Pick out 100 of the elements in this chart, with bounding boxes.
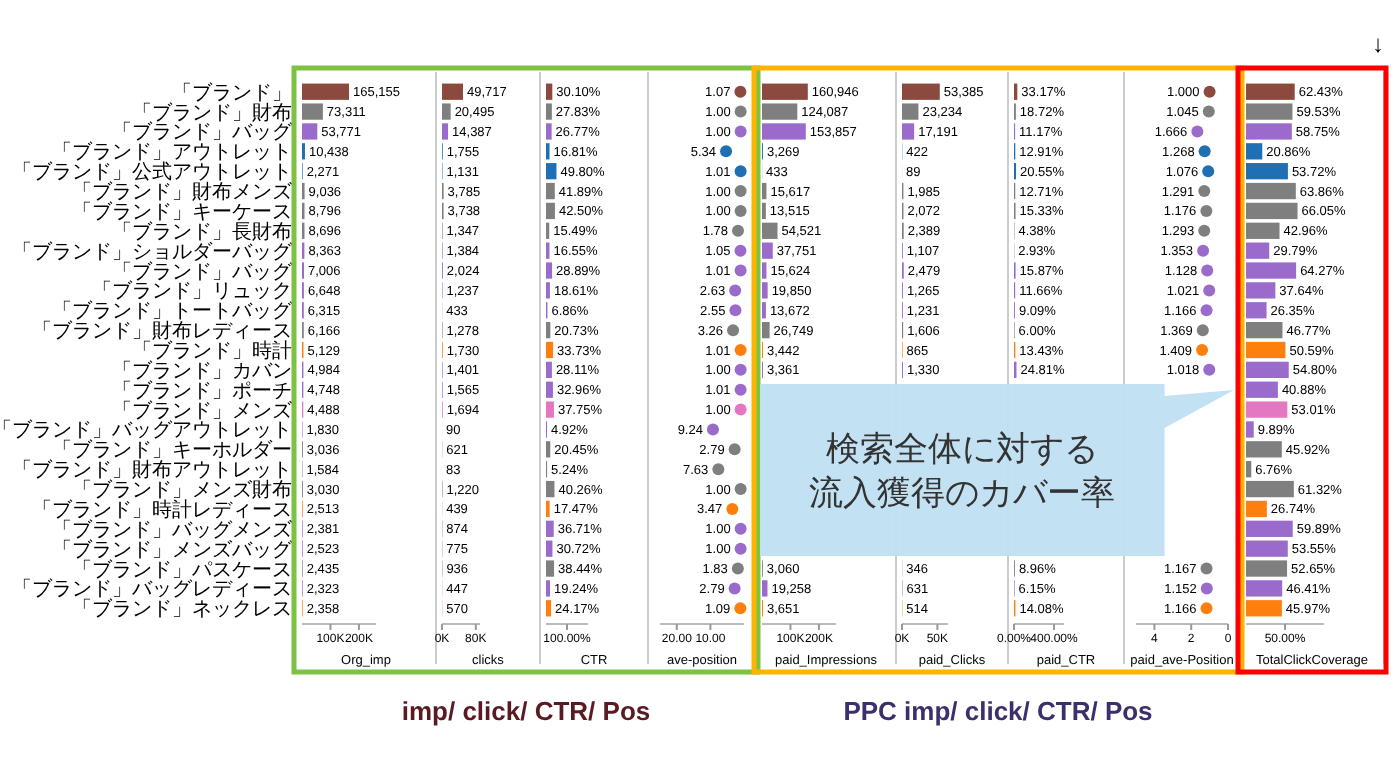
- y-tick-label: 「ブランド」ネックレス: [72, 597, 292, 622]
- y-tick-label: 「ブランド」バッグ: [112, 259, 294, 284]
- point: [734, 244, 747, 257]
- point: [1200, 304, 1213, 317]
- bar: [442, 123, 449, 140]
- y-tick-label: 「ブランド」ショルダーバッグ: [12, 239, 294, 264]
- y-tick-label: 「ブランド」財布: [132, 100, 292, 125]
- bar: [1246, 182, 1296, 200]
- point: [706, 423, 719, 436]
- bar: [442, 103, 451, 120]
- y-tick-label: 「ブランド」リュック: [92, 279, 292, 304]
- y-tick-label: 「ブランド」バッグメンズ: [52, 517, 294, 542]
- point: [734, 403, 747, 416]
- point: [734, 522, 747, 535]
- annotation: 流入獲得のカバー率: [809, 473, 1116, 514]
- point: [734, 344, 747, 356]
- bar: [302, 83, 350, 100]
- bar: [1246, 321, 1283, 339]
- y-tick-label: 「ブランド」時計レディース: [32, 497, 292, 522]
- point: [1200, 204, 1213, 217]
- point: [712, 463, 725, 476]
- y-tick-label: 「ブランド」メンズバッグ: [52, 537, 294, 562]
- point: [729, 284, 742, 297]
- y-tick-label: 「ブランド」ポーチ: [112, 378, 292, 403]
- point: [734, 85, 747, 98]
- y-tick-label: 「ブランド」メンズ: [112, 398, 294, 423]
- bar: [762, 222, 778, 239]
- bar: [762, 123, 806, 140]
- text: ↓: [1372, 30, 1384, 58]
- bar: [1246, 500, 1267, 518]
- point: [734, 363, 747, 376]
- bar: [442, 83, 463, 100]
- point: [1196, 324, 1209, 337]
- y-tick-label: 「ブランド」バッグ: [112, 120, 294, 145]
- point: [728, 582, 741, 595]
- bar: [1246, 441, 1282, 458]
- bar: [1246, 480, 1294, 498]
- bar: [1246, 103, 1293, 120]
- point: [734, 483, 747, 496]
- point: [734, 602, 747, 615]
- y-tick-label: 「ブランド」: [172, 80, 292, 105]
- bar: [1246, 401, 1288, 418]
- point: [1196, 344, 1209, 356]
- y-tick-label: 「ブランド」パスケース: [72, 557, 292, 582]
- bar: [1246, 540, 1288, 557]
- point: [1198, 224, 1211, 237]
- y-tick-label: 「ブランド」カバン: [112, 358, 292, 383]
- text: imp/ click/ CTR/ Pos: [401, 696, 651, 726]
- bar: [1246, 421, 1254, 438]
- bar: [1246, 143, 1263, 160]
- point: [734, 165, 747, 178]
- bar: [902, 83, 940, 100]
- point: [1202, 105, 1215, 118]
- bar: [1246, 600, 1282, 617]
- bar: [1246, 381, 1278, 398]
- bar: [1246, 520, 1293, 537]
- bar: [762, 580, 768, 597]
- bar: [1246, 341, 1286, 359]
- point: [728, 443, 741, 456]
- point: [734, 185, 747, 198]
- point: [734, 542, 747, 555]
- point: [734, 125, 747, 138]
- point: [1201, 264, 1214, 277]
- bar: [762, 103, 798, 120]
- point: [1200, 562, 1213, 575]
- y-tick-label: 「ブランド」長財布: [112, 219, 292, 244]
- point: [1203, 85, 1216, 98]
- bar: [1246, 461, 1252, 478]
- point: [734, 105, 747, 118]
- point: [1203, 363, 1216, 376]
- point: [734, 204, 747, 217]
- point: [1198, 185, 1211, 198]
- point: [726, 502, 739, 515]
- bar: [762, 83, 808, 100]
- bar: [1246, 222, 1280, 239]
- point: [1203, 284, 1216, 297]
- point: [1200, 602, 1213, 615]
- bar: [762, 321, 770, 339]
- bar: [902, 103, 919, 120]
- point: [1202, 165, 1215, 178]
- y-tick-label: 「ブランド」時計: [132, 339, 292, 363]
- point: [1191, 125, 1204, 138]
- point: [727, 324, 740, 337]
- bar: [1246, 83, 1295, 100]
- point: [734, 264, 747, 277]
- point: [734, 383, 747, 396]
- point: [731, 562, 744, 575]
- bar: [1246, 163, 1288, 180]
- point: [1197, 244, 1210, 257]
- point: [1198, 145, 1211, 158]
- bar: [1246, 123, 1292, 140]
- bar: [1246, 361, 1289, 379]
- bar: [1246, 580, 1283, 597]
- point: [729, 304, 742, 317]
- text: PPC imp/ click/ CTR/ Pos: [843, 696, 1153, 726]
- bar: [902, 123, 915, 140]
- y-tick-label: 「ブランド」キーケース: [72, 199, 292, 224]
- point: [1200, 582, 1213, 595]
- bar: [302, 103, 323, 120]
- annotation: 検索全体に対する: [826, 429, 1099, 470]
